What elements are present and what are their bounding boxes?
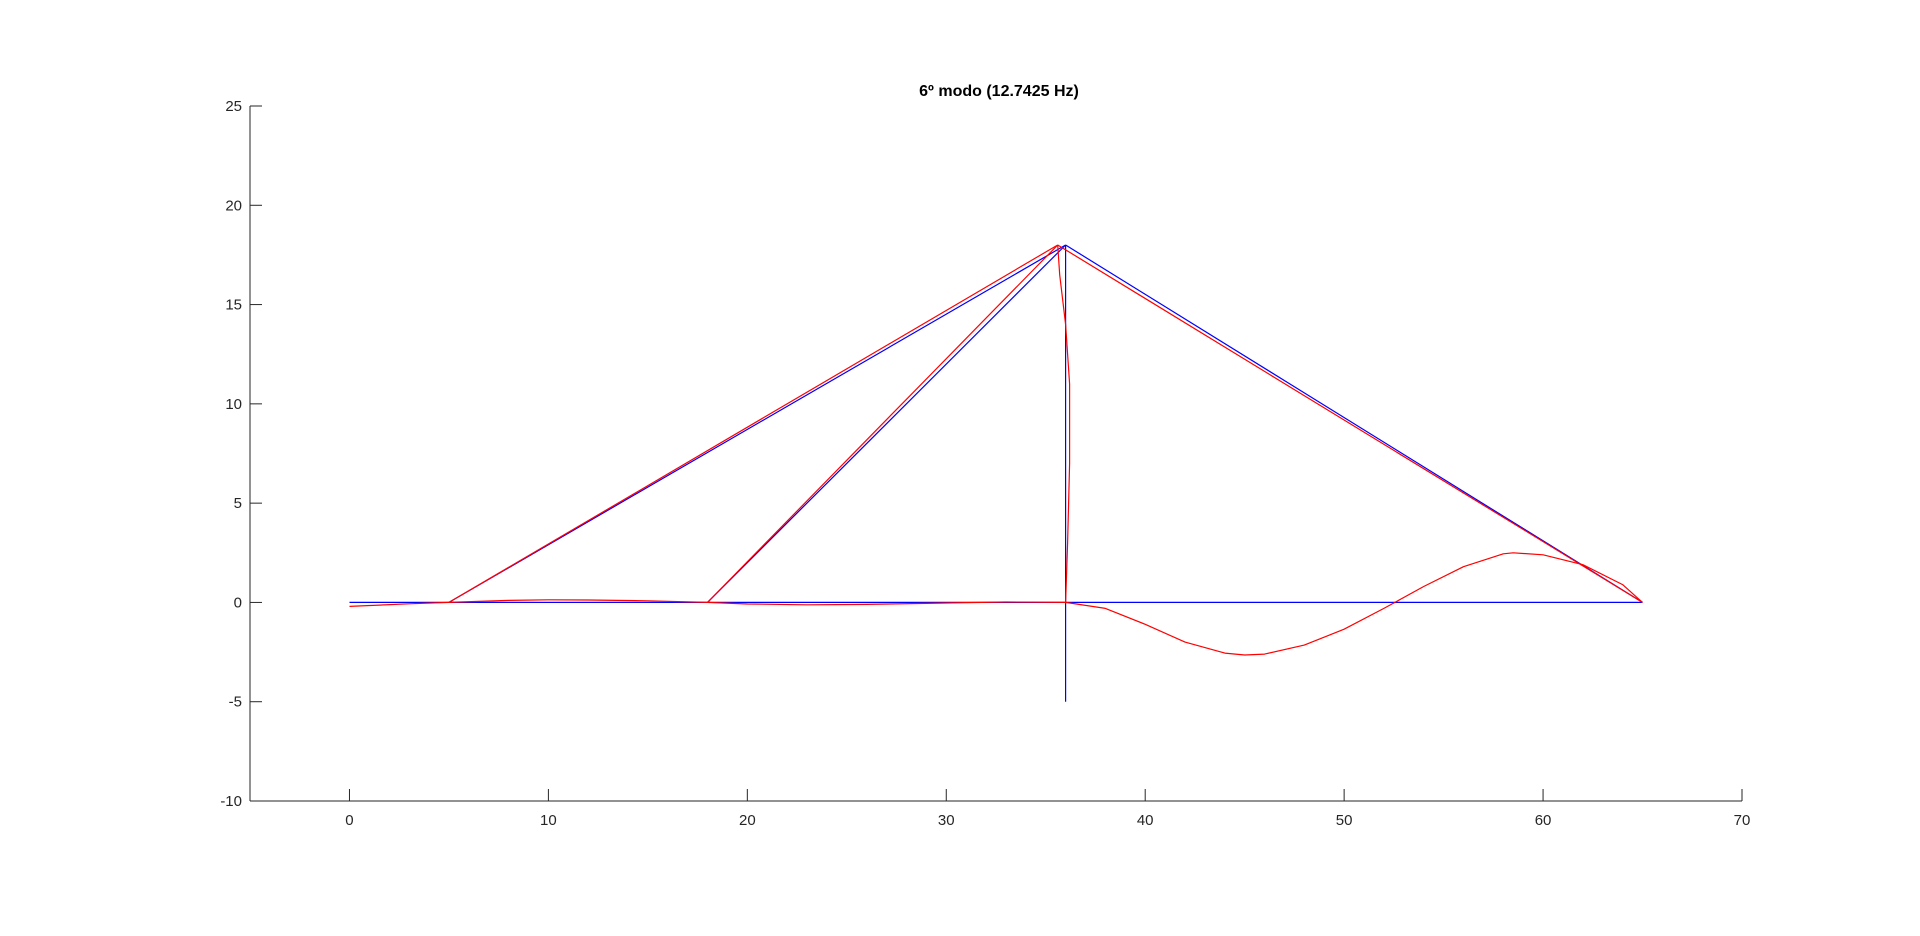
x-tick-label: 0	[345, 812, 353, 829]
y-tick-label: 15	[225, 297, 242, 314]
x-tick-label: 10	[540, 812, 557, 829]
x-tick-label: 60	[1535, 812, 1552, 829]
y-tick-label: 20	[225, 197, 242, 214]
y-tick-label: 5	[234, 495, 242, 512]
chart-title: 6º modo (12.7425 Hz)	[919, 83, 1079, 100]
x-tick-label: 50	[1336, 812, 1353, 829]
y-tick-label: 25	[225, 98, 242, 115]
plot-lines	[349, 244, 1643, 702]
mode_shape-line-6	[707, 244, 1059, 603]
undeformed-line-4	[707, 244, 1067, 603]
y-tick-label: 10	[225, 396, 242, 413]
y-tick-label: 0	[234, 594, 242, 611]
y-tick-label: -10	[220, 793, 242, 810]
mode_shape-line-5	[448, 244, 1059, 603]
x-tick-label: 70	[1734, 812, 1751, 829]
undeformed-line-3	[448, 244, 1066, 603]
mode_shape-line-1	[349, 599, 708, 607]
mode_shape-line-3	[1065, 552, 1643, 656]
x-tick-label: 30	[938, 812, 955, 829]
x-tick-label: 20	[739, 812, 756, 829]
mode_shape-line-7	[1057, 244, 1643, 603]
y-tick-label: -5	[229, 694, 242, 711]
mode_shape-line-2	[707, 601, 1066, 606]
undeformed-line-5	[1065, 244, 1643, 603]
x-tick-label: 40	[1137, 812, 1154, 829]
mode_shape-line-4	[1057, 244, 1071, 603]
